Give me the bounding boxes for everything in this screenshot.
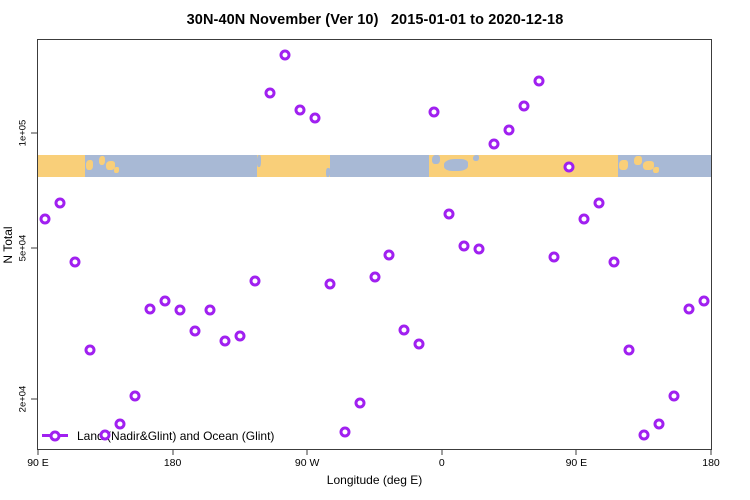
data-point [623,344,635,356]
data-point [309,112,321,124]
y-axis-title: N Total [1,226,15,264]
data-point [518,100,530,112]
data-point [84,344,96,356]
map-patch-ocean [257,154,262,167]
x-tick-mark [710,449,712,455]
data-point [69,256,81,268]
map-patch-land [634,155,643,166]
y-tick-label: 2e+04 [17,385,29,413]
data-point [488,138,500,150]
data-point [219,335,231,347]
data-point [563,161,575,173]
data-point [279,49,291,61]
map-patch-land [643,161,655,171]
data-point [324,278,336,290]
map-segment-ocean [618,154,662,177]
data-point [204,304,216,316]
map-segment-land [429,154,505,177]
data-point [249,275,261,287]
data-point [653,418,665,430]
data-point [443,208,455,220]
data-point [668,390,680,402]
data-point [39,213,51,225]
data-point [398,324,410,336]
y-tick-label: 5e+04 [17,234,29,262]
x-tick-label: 180 [702,457,720,469]
map-patch-land [98,155,106,166]
data-point [638,429,650,441]
data-point [159,295,171,307]
x-tick-mark [575,449,577,455]
data-point [683,303,695,315]
map-patch-ocean [472,154,480,162]
chart-title: 30N-40N November (Ver 10) 2015-01-01 to … [186,12,564,28]
map-patch-ocean [326,167,331,177]
data-point [294,104,306,116]
data-point [174,304,186,316]
y-tick-mark [31,247,37,249]
map-patch-ocean [432,154,440,164]
map-patch-land [85,160,93,171]
x-tick-label: 90 E [27,457,49,469]
map-patch-land [653,166,660,174]
data-point [114,418,126,430]
legend: Land (Nadir&Glint) and Ocean (Glint) [42,428,274,443]
map-patch-ocean [444,158,469,171]
y-tick-mark [31,132,37,134]
legend-open-circle-icon [49,430,61,441]
data-point [608,256,620,268]
data-point [234,330,246,342]
data-point [369,271,380,283]
map-segment-land [38,154,86,177]
data-point [593,197,605,209]
data-point [339,426,351,438]
map-segment-ocean [120,154,258,177]
data-point [383,249,395,261]
data-point [129,390,141,402]
data-point [99,429,111,441]
y-tick-label: 1e+05 [17,120,29,147]
plot-area: 90 E 180 90 W 0 90 E 180 2e+04 5e+04 1e+05 Land… [18,39,720,469]
x-tick-mark [441,449,443,455]
map-patch-land [114,166,119,174]
x-tick-label: 180 [163,457,182,469]
data-point [578,213,590,225]
map-segment-ocean [661,154,711,177]
data-point [354,397,366,409]
data-point [428,106,440,118]
data-point [548,251,560,263]
x-tick-label: 90 E [565,457,588,469]
legend-label: Land (Nadir&Glint) and Ocean (Glint) [77,428,275,443]
legend-line-sample [42,430,68,441]
data-point [144,303,156,315]
data-point [698,295,710,307]
x-tick-label: 0 [438,457,445,469]
map-segment-ocean [330,154,429,177]
data-point [189,325,201,337]
data-point [533,75,545,87]
data-point [54,197,66,209]
map-patch-land [618,160,628,171]
x-tick-label: 90 W [294,457,320,469]
x-axis-title: Longitude (deg E) [326,473,423,487]
data-point [473,243,485,255]
map-segment-ocean [85,154,121,177]
y-tick-mark [31,398,37,400]
map-patch-land [105,161,116,171]
x-tick-mark [306,449,308,455]
map-band [38,154,711,177]
data-point [503,124,515,136]
data-point [458,240,470,252]
x-tick-mark [37,449,39,455]
map-segment-land [504,154,619,177]
data-point [264,87,276,99]
map-segment-land [257,154,331,177]
x-tick-mark [172,449,174,455]
data-point [413,338,425,350]
